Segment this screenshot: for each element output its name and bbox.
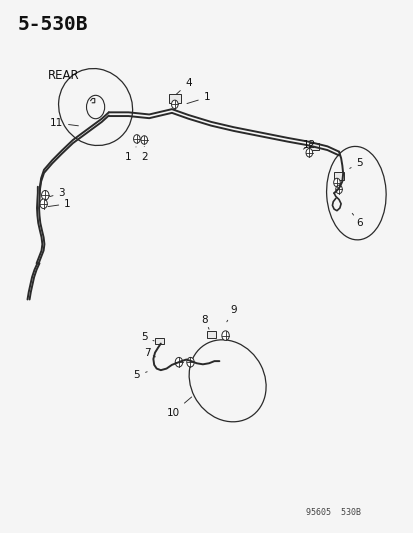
Bar xyxy=(309,143,319,150)
Circle shape xyxy=(141,136,147,144)
Circle shape xyxy=(333,178,339,187)
Circle shape xyxy=(171,100,178,109)
Text: 5: 5 xyxy=(133,370,147,381)
Text: 6: 6 xyxy=(351,213,362,228)
Bar xyxy=(169,94,180,103)
Text: 5: 5 xyxy=(349,158,362,168)
Text: 5: 5 xyxy=(141,332,154,342)
Text: 1: 1 xyxy=(125,147,136,162)
Text: 4: 4 xyxy=(176,78,191,94)
Circle shape xyxy=(175,358,182,367)
Circle shape xyxy=(335,185,342,193)
Bar xyxy=(154,338,164,344)
Text: 1: 1 xyxy=(48,199,71,209)
Circle shape xyxy=(305,149,312,157)
Text: 8: 8 xyxy=(201,314,209,329)
Circle shape xyxy=(186,358,194,367)
Text: 95605  530B: 95605 530B xyxy=(305,508,360,518)
Bar xyxy=(333,172,343,180)
Text: 1: 1 xyxy=(187,92,210,103)
Text: 2: 2 xyxy=(141,147,147,162)
Text: 3: 3 xyxy=(50,188,65,198)
Text: 10: 10 xyxy=(166,397,191,418)
Circle shape xyxy=(221,331,229,341)
Text: 9: 9 xyxy=(226,305,237,322)
Text: 5-530B: 5-530B xyxy=(18,14,88,34)
Text: 11: 11 xyxy=(50,118,78,128)
Text: 12: 12 xyxy=(302,140,315,150)
Text: 7: 7 xyxy=(143,348,155,358)
Text: REAR: REAR xyxy=(48,69,80,82)
Circle shape xyxy=(41,190,49,200)
Circle shape xyxy=(133,135,140,143)
Bar xyxy=(206,331,215,338)
Circle shape xyxy=(40,199,47,208)
